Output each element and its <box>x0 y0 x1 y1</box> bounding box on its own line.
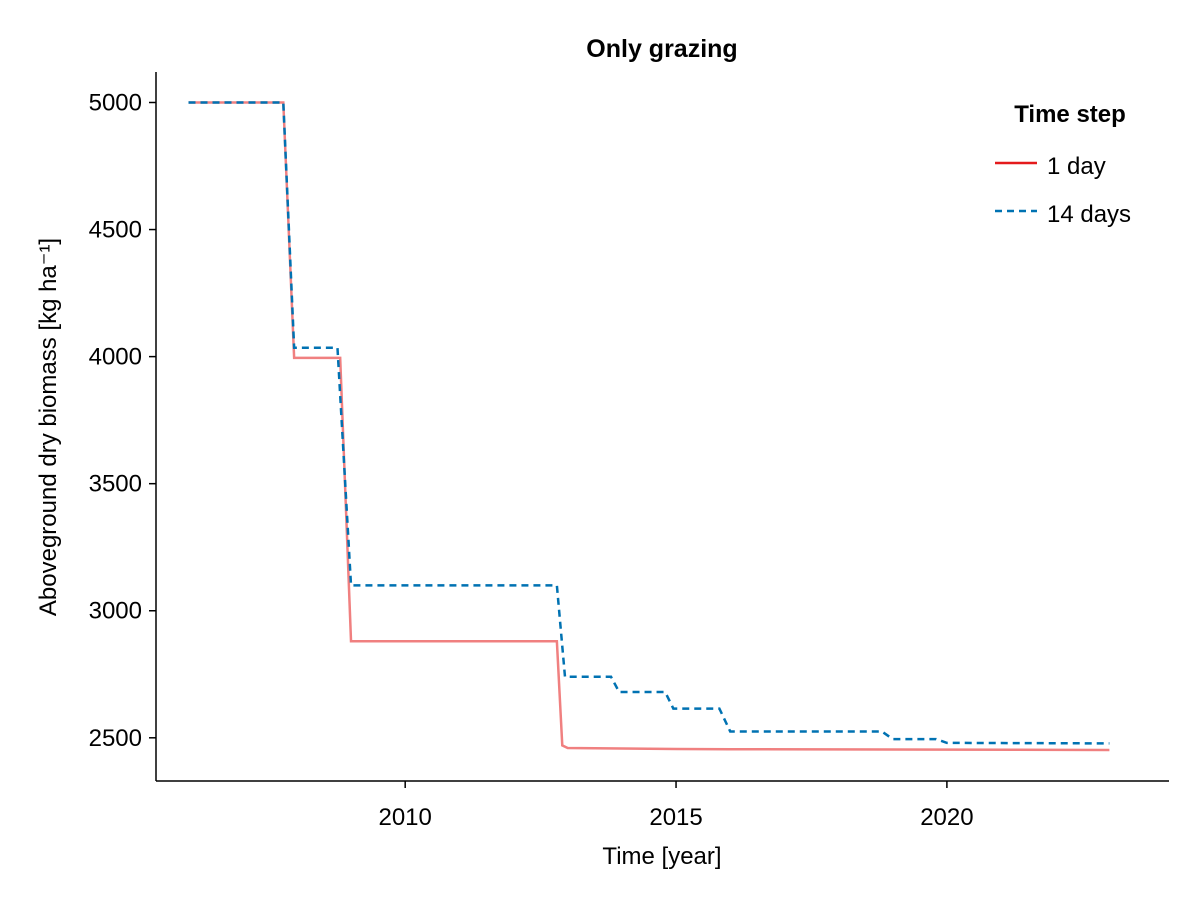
x-tick-label: 2015 <box>649 804 702 831</box>
legend-label-14-days: 14 days <box>1047 201 1131 228</box>
y-tick-label: 3000 <box>89 598 142 625</box>
y-tick-label: 2500 <box>89 725 142 752</box>
series-line-14-days <box>188 101 1110 745</box>
y-axis-title: Aboveground dry biomass [kg ha⁻¹] <box>35 238 62 616</box>
x-tick-label: 2010 <box>378 804 431 831</box>
x-tick-label: 2020 <box>920 804 973 831</box>
series-line-1-day <box>188 101 1110 752</box>
y-tick-label: 4000 <box>89 344 142 371</box>
y-tick-label: 4500 <box>89 217 142 244</box>
chart-title: Only grazing <box>586 35 737 63</box>
y-tick-label: 3500 <box>89 471 142 498</box>
y-axis-ticks: 2500 3000 3500 4000 4500 5000 <box>89 89 156 752</box>
x-axis-title: Time [year] <box>602 843 721 870</box>
plot-area <box>188 101 1110 752</box>
legend-title: Time step <box>1014 101 1126 128</box>
x-axis-ticks: 2010 2015 2020 <box>378 781 974 831</box>
legend-label-1-day: 1 day <box>1047 153 1106 180</box>
y-tick-label: 5000 <box>89 89 142 116</box>
legend: Time step 1 day 14 days <box>995 101 1131 228</box>
